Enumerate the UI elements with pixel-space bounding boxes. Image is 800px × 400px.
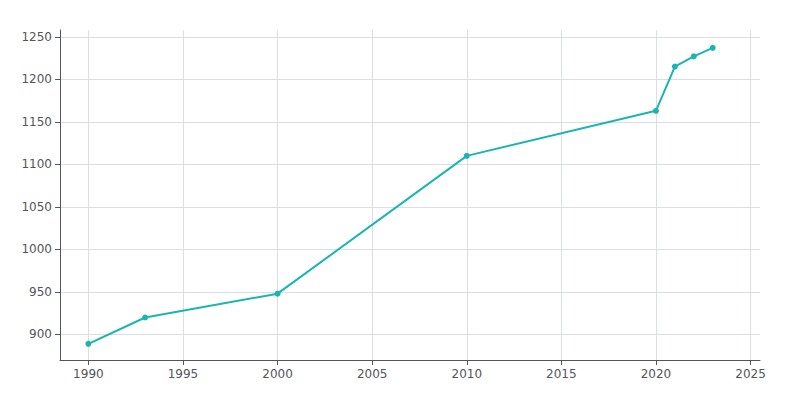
svg-text:1050: 1050 [21, 200, 52, 214]
svg-text:1000: 1000 [21, 242, 52, 256]
svg-text:950: 950 [29, 285, 52, 299]
svg-text:2015: 2015 [546, 367, 577, 381]
svg-text:2020: 2020 [641, 367, 672, 381]
svg-text:2010: 2010 [451, 367, 482, 381]
svg-text:2005: 2005 [357, 367, 388, 381]
svg-text:1100: 1100 [21, 157, 52, 171]
svg-text:1250: 1250 [21, 30, 52, 44]
svg-text:2000: 2000 [262, 367, 293, 381]
svg-text:900: 900 [29, 327, 52, 341]
svg-text:1990: 1990 [73, 367, 104, 381]
svg-text:1995: 1995 [168, 367, 199, 381]
svg-text:1150: 1150 [21, 115, 52, 129]
svg-text:1200: 1200 [21, 72, 52, 86]
svg-text:2025: 2025 [735, 367, 766, 381]
